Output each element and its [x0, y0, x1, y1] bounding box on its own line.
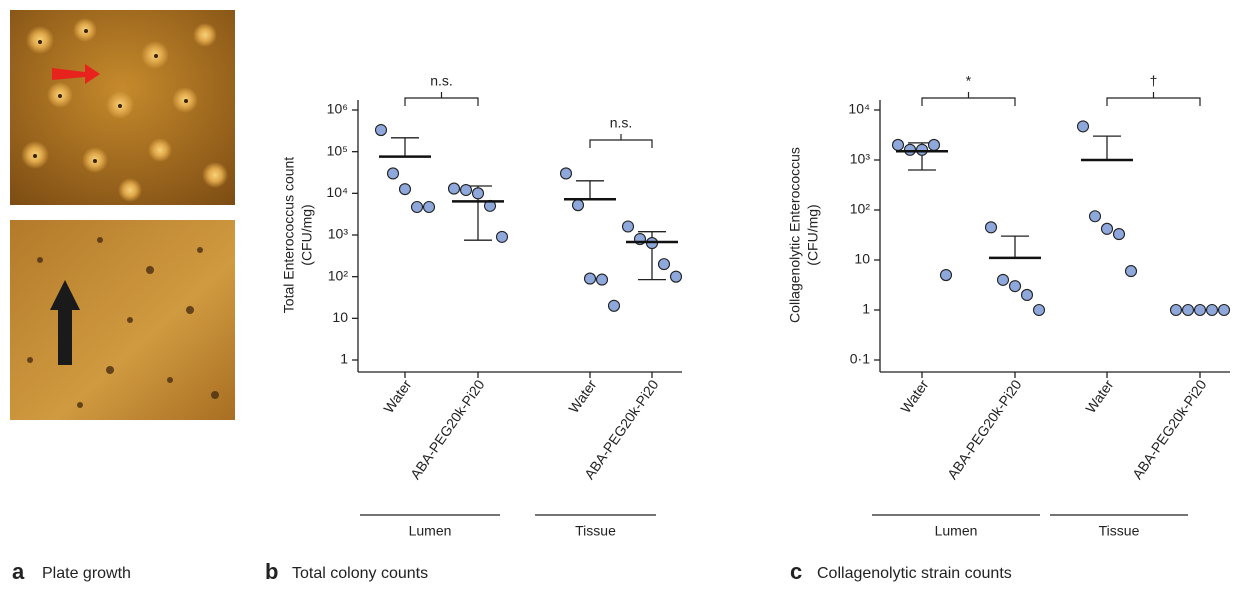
data-point: [669, 270, 683, 283]
data-point: [903, 143, 917, 156]
significance-label: *: [966, 73, 972, 89]
data-point: [495, 230, 509, 243]
data-point: [1076, 120, 1090, 133]
plate-photo-bottom: [10, 220, 235, 420]
y-tick-label: 10⁵: [327, 142, 348, 158]
x-tick-label: Water: [565, 376, 599, 416]
plate-photo-top: [10, 10, 235, 205]
data-point: [374, 124, 388, 137]
data-point: [621, 220, 635, 233]
data-point: [583, 272, 597, 285]
panel-caption: Plate growth: [42, 565, 131, 582]
x-tick-label: Water: [1082, 376, 1116, 416]
data-point: [657, 258, 671, 271]
group-label: Lumen: [409, 523, 452, 539]
y-tick-label: 10²: [328, 267, 349, 283]
significance-bracket: [1106, 92, 1201, 106]
data-point: [1205, 303, 1219, 317]
x-tick-label: ABA-PEG20k-Pi20: [1129, 376, 1210, 482]
significance-bracket: [404, 92, 479, 106]
data-point: [1169, 303, 1183, 317]
y-tick-label: 1: [862, 301, 870, 317]
panel-letter: c: [790, 559, 802, 584]
y-axis-unit: (CFU/mg): [299, 204, 315, 265]
significance-label: †: [1150, 73, 1158, 89]
y-axis-label: Total Enterococcus count: [281, 157, 297, 314]
group-label: Lumen: [935, 523, 978, 539]
panel-letter: b: [265, 559, 278, 584]
y-tick-label: 1: [340, 351, 348, 367]
data-point: [984, 221, 998, 234]
significance-label: n.s.: [610, 115, 633, 131]
y-tick-label: 10²: [850, 201, 871, 217]
x-tick-label: ABA-PEG20k-Pi20: [407, 376, 488, 482]
data-point: [927, 138, 941, 151]
y-axis-label: Collagenolytic Enterococcus: [787, 147, 803, 323]
data-point: [1100, 222, 1114, 235]
data-point: [1217, 303, 1231, 317]
data-point: [891, 138, 905, 151]
data-point: [1008, 280, 1022, 293]
data-point: [1020, 288, 1034, 301]
significance-bracket: [589, 134, 653, 148]
y-tick-label: 10⁶: [327, 101, 348, 117]
data-point: [607, 299, 621, 312]
group-label: Tissue: [575, 523, 616, 539]
x-tick-label: Water: [380, 376, 414, 416]
data-point: [1124, 265, 1138, 278]
data-point: [386, 167, 400, 180]
significance-label: n.s.: [430, 73, 453, 89]
x-tick-label: Water: [897, 376, 931, 416]
data-point: [1088, 210, 1102, 223]
data-point: [996, 273, 1010, 286]
data-point: [459, 183, 473, 197]
y-axis-unit: (CFU/mg): [805, 204, 821, 265]
y-tick-label: 10³: [328, 226, 349, 242]
data-point: [422, 200, 436, 214]
data-point: [447, 182, 461, 195]
data-point: [595, 273, 609, 286]
data-point: [410, 200, 424, 214]
data-point: [571, 199, 585, 212]
data-point: [471, 187, 485, 200]
panel-letter: a: [12, 559, 25, 584]
x-tick-label: ABA-PEG20k-Pi20: [944, 376, 1025, 482]
significance-bracket: [921, 92, 1016, 106]
y-tick-label: 10³: [850, 151, 871, 167]
data-point: [1193, 303, 1207, 317]
data-point: [1112, 228, 1126, 241]
y-tick-label: 10⁴: [848, 101, 870, 117]
data-point: [559, 167, 573, 180]
group-label: Tissue: [1099, 523, 1140, 539]
y-tick-label: 0·1: [850, 351, 870, 367]
data-point: [939, 269, 953, 282]
data-point: [398, 183, 412, 196]
y-tick-label: 10⁴: [326, 184, 348, 200]
data-point: [1181, 303, 1195, 317]
y-tick-label: 10: [332, 309, 348, 325]
panel-caption: Total colony counts: [292, 565, 428, 582]
panel-caption: Collagenolytic strain counts: [817, 565, 1012, 582]
y-tick-label: 10: [854, 251, 870, 267]
data-point: [915, 143, 929, 156]
data-point: [1032, 303, 1046, 317]
